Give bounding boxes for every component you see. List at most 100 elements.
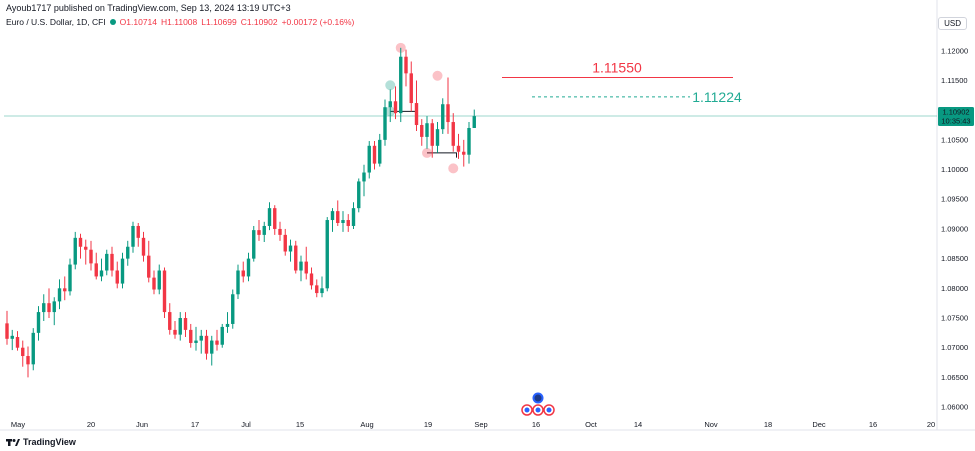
time-tick-label: 19 <box>424 420 432 429</box>
ohlc-close: C1.10902 <box>240 17 278 27</box>
symbol-legend: Euro / U.S. Dollar, 1D, CFI O1.10714 H1.… <box>6 17 354 27</box>
candle-body <box>141 237 146 256</box>
candle-body <box>52 301 56 313</box>
candle-body <box>404 56 408 74</box>
candle-body <box>257 230 261 235</box>
candle-body <box>262 225 266 235</box>
time-tick-label: 16 <box>869 420 877 429</box>
candle-body <box>10 335 14 339</box>
candle-body <box>304 261 308 274</box>
price-tick-label: 1.08500 <box>941 254 968 263</box>
ohlc-change: +0.00172 (+0.16%) <box>281 17 355 27</box>
candle-body <box>31 332 35 365</box>
candle-body <box>341 220 345 223</box>
candle-body <box>84 246 88 250</box>
pivot-marker <box>422 147 432 158</box>
candle-body <box>299 261 303 271</box>
time-tick-label: May <box>11 420 25 429</box>
candle-body <box>178 318 182 335</box>
candle-body <box>99 270 104 277</box>
candle-body <box>351 208 356 226</box>
price-tick-label: 1.09500 <box>941 195 968 204</box>
candle-body <box>168 312 172 330</box>
candle-body <box>462 151 466 155</box>
candle-body <box>446 104 450 123</box>
candle-body <box>152 277 156 290</box>
candle-body <box>467 127 471 155</box>
candle-body <box>388 101 392 108</box>
tradingview-logo[interactable]: TradingView <box>6 437 76 447</box>
resistance-label: 1.11550 <box>592 60 642 76</box>
candle-body <box>36 312 41 333</box>
brand-name: TradingView <box>23 437 76 447</box>
ohlc-low: L1.10699 <box>201 17 237 27</box>
time-tick-label: 17 <box>191 420 199 429</box>
candle-body <box>47 303 51 313</box>
candle-body <box>57 288 62 302</box>
time-tick-label: Sep <box>474 420 487 429</box>
candle-body <box>162 270 167 313</box>
candle-body <box>157 270 161 290</box>
candle-body <box>210 340 214 354</box>
candle-body <box>409 73 413 104</box>
candle-body <box>183 318 188 330</box>
price-tick-label: 1.09000 <box>941 224 968 233</box>
current-price-badge <box>938 106 974 126</box>
candle-countdown: 10:35:43 <box>941 116 970 125</box>
candle-body <box>315 285 319 294</box>
candle-body <box>194 340 198 343</box>
candle-body <box>189 329 193 343</box>
candle-body <box>173 329 177 335</box>
price-tick-label: 1.06000 <box>941 403 968 412</box>
candle-body <box>68 264 72 292</box>
candle-body <box>425 123 429 137</box>
candle-body <box>294 245 298 271</box>
candle-body <box>252 230 256 259</box>
currency-selector[interactable]: USD <box>938 17 967 30</box>
candle-body <box>131 225 135 247</box>
candle-body <box>73 237 77 265</box>
time-tick-label: 16 <box>532 420 540 429</box>
time-tick-label: 15 <box>296 420 304 429</box>
candle-body <box>414 103 419 126</box>
time-tick-label: Aug <box>360 420 373 429</box>
candle-body <box>267 208 272 226</box>
candle-body <box>115 270 119 284</box>
candle-body <box>393 101 398 114</box>
candle-body <box>367 145 371 173</box>
candle-body <box>21 347 25 357</box>
candle-body <box>78 237 83 247</box>
candle-body <box>126 246 130 259</box>
candle-body <box>372 145 377 164</box>
time-tick-label: 20 <box>927 420 935 429</box>
target-label: 1.11224 <box>692 89 742 105</box>
time-tick-label: Jun <box>136 420 148 429</box>
market-status-icon <box>109 19 116 25</box>
candle-body <box>105 253 109 271</box>
candle-body <box>283 234 287 252</box>
symbol-name[interactable]: Euro / U.S. Dollar, 1D, CFI <box>6 17 106 27</box>
time-tick-label: Oct <box>585 420 598 429</box>
candle-body <box>204 335 209 354</box>
candle-body <box>451 122 455 146</box>
ohlc-high: H1.11008 <box>161 17 198 27</box>
candle-body <box>220 326 224 345</box>
candle-body <box>309 273 314 286</box>
candle-body <box>325 220 329 289</box>
candle-body <box>215 340 219 345</box>
candle-body <box>246 258 251 277</box>
candle-body <box>241 270 245 277</box>
candle-body <box>399 56 403 114</box>
candle-body <box>110 253 114 271</box>
price-tick-label: 1.07000 <box>941 343 968 352</box>
publisher-header: Ayoub1717 published on TradingView.com, … <box>6 3 291 13</box>
current-price-label: 1.10902 <box>942 107 969 116</box>
event-icon-core <box>534 394 542 402</box>
price-tick-label: 1.12000 <box>941 46 968 55</box>
candle-body <box>378 139 382 164</box>
time-tick-label: 18 <box>764 420 772 429</box>
price-tick-label: 1.06500 <box>941 373 968 382</box>
candle-body <box>320 288 324 294</box>
candle-body <box>362 172 366 182</box>
